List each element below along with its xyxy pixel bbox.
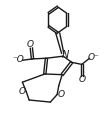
Text: O: O [27, 40, 34, 49]
Text: O: O [18, 87, 25, 96]
Text: N: N [62, 50, 69, 60]
Text: O⁻: O⁻ [88, 53, 100, 62]
Text: O: O [58, 90, 65, 99]
Text: ⁻O: ⁻O [12, 55, 24, 64]
Text: O: O [79, 75, 86, 84]
